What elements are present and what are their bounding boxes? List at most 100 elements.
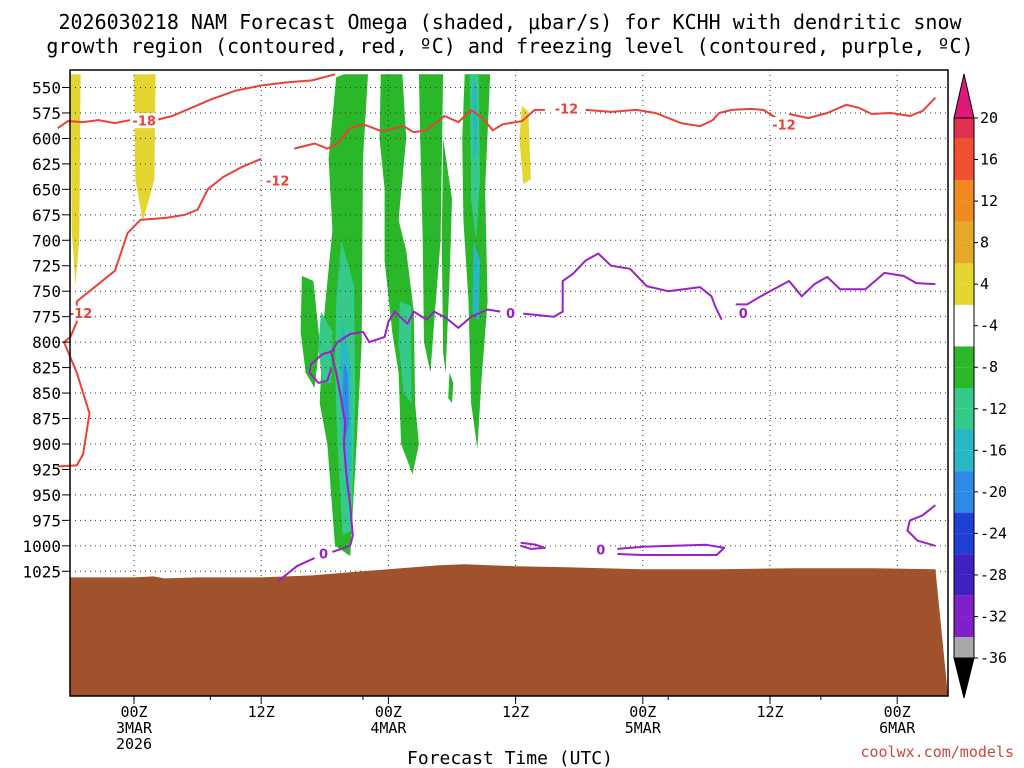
y-tick-label: 1000 (22, 537, 61, 556)
colorbar-segment (954, 221, 974, 243)
colorbar-segment (954, 263, 974, 285)
contour-label-bg (552, 100, 581, 116)
y-tick-label: 950 (32, 486, 61, 505)
chart-title-line-1: 2026030218 NAM Forecast Omega (shaded, μ… (58, 10, 962, 34)
freezing-level-contour (308, 349, 336, 384)
x-tick-label: 4MAR (370, 719, 407, 737)
colorbar-segment (954, 512, 974, 534)
contour-label-bg (263, 173, 292, 189)
freezing-level-contour (906, 504, 937, 547)
colorbar-tick-label: 20 (980, 109, 998, 127)
colorbar-segment (954, 616, 974, 638)
plot-frame (69, 69, 949, 697)
colorbar-segment (954, 284, 974, 305)
colorbar-tick-label: -32 (980, 607, 1007, 625)
omega-yellow-region (70, 74, 81, 287)
x-tick-label: 00Z (120, 703, 147, 721)
colorbar-segment (954, 201, 974, 222)
colorbar: 20 16 12 8 4 -4 -8 -12 -16 -20 -24 -28 -32 -36 (953, 73, 1007, 699)
y-tick-label: 925 (32, 460, 61, 479)
contour-label: 0 (319, 547, 328, 562)
colorbar-tick-label: -4 (980, 317, 998, 335)
colorbar-segment (954, 304, 974, 326)
x-tick-label: 00Z (375, 703, 402, 721)
dgz-contour-minus12 (585, 107, 777, 128)
freezing-level-contour (617, 543, 726, 556)
freezing-level-contour (330, 308, 501, 553)
colorbar-segment (954, 574, 974, 596)
colorbar-tick-label: -12 (980, 400, 1007, 418)
contour-label: -12 (69, 307, 93, 322)
y-tick-label: 1025 (22, 562, 61, 581)
colorbar-segment (954, 429, 974, 451)
dgz-contour-minus12 (294, 108, 545, 150)
omega-cyan-region (472, 240, 480, 322)
freezing-level-contour (520, 541, 546, 550)
omega-teal-region (469, 74, 480, 241)
x-tick-label: 12Z (756, 703, 783, 721)
contour-label: -12 (772, 119, 796, 134)
x-axis-label: Forecast Time (UTC) (407, 748, 613, 768)
dgz-contour-minus12 (788, 97, 937, 120)
credit-text: coolwx.com/models (860, 743, 1014, 761)
x-tick-label: 12Z (502, 703, 529, 721)
x-tick-label: 00Z (884, 703, 911, 721)
colorbar-segment (954, 554, 974, 575)
y-tick-label: 650 (32, 180, 61, 199)
colorbar-tick-label: 12 (980, 192, 998, 210)
colorbar-bottom-triangle (953, 657, 975, 699)
y-tick-label: 750 (32, 282, 61, 301)
colorbar-tick-label: 8 (980, 234, 989, 252)
y-tick-label: 825 (32, 359, 61, 378)
terrain-fill (70, 564, 948, 696)
colorbar-tick-label: -24 (980, 524, 1007, 542)
contour-layer (57, 73, 937, 583)
colorbar-segment (954, 637, 974, 658)
colorbar-segment (954, 346, 974, 368)
freezing-level-contour (277, 557, 316, 583)
omega-teal-region (398, 301, 412, 404)
contour-label-bg (594, 541, 607, 557)
colorbar-segment (954, 533, 974, 555)
omega-shading-layer (70, 74, 531, 557)
colorbar-tick-label: 4 (980, 275, 989, 293)
y-tick-label: 800 (32, 333, 61, 352)
freezing-level-contour (735, 271, 936, 306)
omega-yellow-region (519, 105, 531, 185)
omega-teal-region (318, 311, 333, 383)
colorbar-tick-label: -8 (980, 358, 998, 376)
colorbar-tick-label: -28 (980, 566, 1007, 584)
omega-yellow-region (134, 74, 156, 222)
colorbar-segment (954, 450, 974, 472)
terrain-layer (70, 564, 948, 696)
colorbar-segment (954, 138, 974, 160)
colorbar-segment (954, 325, 974, 347)
contour-label: 0 (596, 543, 605, 558)
omega-green-region (418, 74, 444, 373)
x-tick-label: 5MAR (625, 719, 662, 737)
colorbar-segment (954, 367, 974, 388)
chart-title-line-2: growth region (contoured, red, ºC) and f… (46, 34, 973, 58)
colorbar-top-triangle (953, 73, 975, 119)
y-tick-label: 600 (32, 129, 61, 148)
contour-label-bg (317, 545, 330, 561)
colorbar-segment (954, 159, 974, 181)
y-tick-label: 575 (32, 104, 61, 123)
x-tick-label: 2026 (116, 735, 152, 753)
omega-green-region (441, 138, 452, 373)
omega-green-region (379, 74, 419, 475)
dgz-contour-minus12 (57, 157, 262, 468)
contour-label-bg (66, 305, 95, 321)
y-tick-label: 850 (32, 384, 61, 403)
contour-label-bg (504, 305, 517, 321)
y-tick-label: 675 (32, 206, 61, 225)
x-tick-label: 12Z (248, 703, 275, 721)
colorbar-segment (954, 595, 974, 617)
dgz-contour-minus18 (155, 73, 336, 122)
contour-label-bg (130, 113, 159, 129)
colorbar-segment (954, 242, 974, 264)
y-tick-label: 875 (32, 410, 61, 429)
colorbar-segment (954, 408, 974, 430)
